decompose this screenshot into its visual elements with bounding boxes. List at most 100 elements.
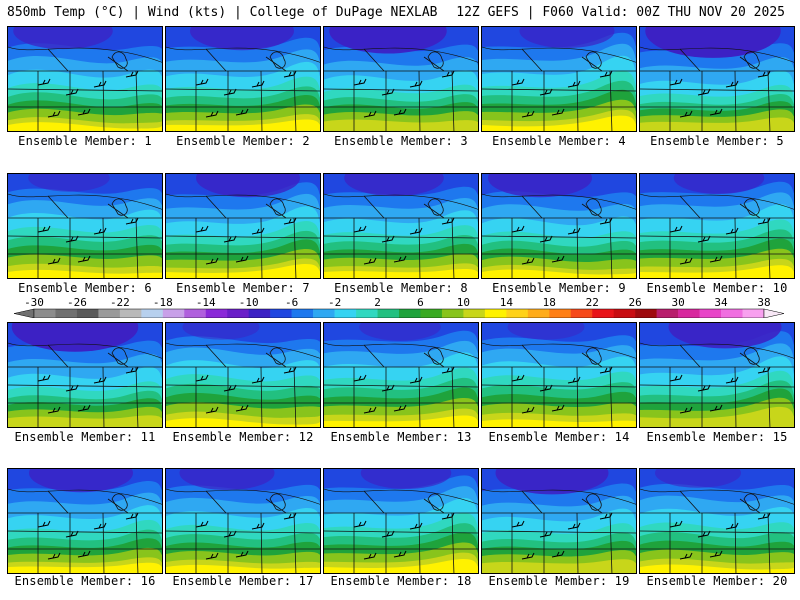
colorbar-swatch (270, 309, 292, 318)
colorbar-tick-label: -26 (67, 296, 87, 309)
product-title: 850mb Temp (°C) | Wind (kts) | College o… (7, 5, 438, 20)
temperature-colorbar: -30 -26 -22 -18 -14 -10 -6 -2 2 6 10 14 18 22 26 30 34 38… (13, 296, 785, 318)
colorbar-swatch (678, 309, 700, 318)
colorbar-swatch (227, 309, 250, 318)
valid-time-title: 12Z GEFS | F060 Valid: 00Z THU NOV 20 20… (456, 5, 785, 20)
ensemble-member-map (7, 322, 163, 428)
member-label: Ensemble Member: 5 (650, 134, 784, 148)
member-label: Ensemble Member: 16 (14, 574, 156, 588)
ensemble-member-map (165, 322, 321, 428)
colorbar-tick-label: 6 (417, 296, 424, 309)
colorbar-tick-label: 22 (586, 296, 599, 309)
temperature-field-map (482, 174, 636, 278)
member-label: Ensemble Member: 17 (172, 574, 314, 588)
temperature-field-map (640, 469, 794, 573)
ensemble-member-map (7, 26, 163, 132)
colorbar-tick-label: -2 (328, 296, 341, 309)
member-label: Ensemble Member: 10 (646, 281, 788, 295)
colorbar-swatch (162, 309, 185, 318)
colorbar-min-arrow (13, 308, 35, 318)
temperature-field-map (166, 323, 320, 427)
colorbar-tick-label: 38 (757, 296, 770, 309)
temperature-field-map (324, 174, 478, 278)
ensemble-member-map (7, 173, 163, 279)
colorbar-swatch (356, 309, 378, 318)
temperature-field-map (482, 323, 636, 427)
colorbar-max-arrow (763, 308, 785, 318)
colorbar-swatch (399, 309, 421, 318)
temperature-field-map (482, 27, 636, 131)
colorbar-swatch (549, 309, 572, 318)
colorbar-swatch (699, 309, 722, 318)
member-label: Ensemble Member: 14 (488, 430, 630, 444)
ensemble-member-map (323, 26, 479, 132)
colorbar-swatch (463, 309, 486, 318)
temperature-field-map (640, 27, 794, 131)
colorbar-swatch (484, 309, 507, 318)
temperature-field-map (324, 27, 478, 131)
member-label: Ensemble Member: 8 (334, 281, 468, 295)
colorbar-swatch (635, 309, 657, 318)
member-label: Ensemble Member: 13 (330, 430, 472, 444)
colorbar-tick-label: 26 (629, 296, 642, 309)
ensemble-member-map (481, 468, 637, 574)
ensemble-member-map (639, 322, 795, 428)
colorbar-swatch (248, 309, 271, 318)
colorbar-tick-label: 34 (714, 296, 728, 309)
colorbar-swatch (613, 309, 636, 318)
colorbar-swatch (98, 309, 121, 318)
colorbar-swatch (420, 309, 443, 318)
ensemble-member-map (481, 322, 637, 428)
colorbar-swatch (119, 309, 142, 318)
member-label: Ensemble Member: 2 (176, 134, 310, 148)
colorbar-tick-label: -10 (239, 296, 259, 309)
colorbar-swatch (291, 309, 314, 318)
ensemble-member-map (165, 26, 321, 132)
colorbar-tick-label: -22 (110, 296, 130, 309)
colorbar-swatch (313, 309, 335, 318)
colorbar-tick-label: -14 (196, 296, 216, 309)
temperature-field-map (166, 174, 320, 278)
ensemble-member-map (481, 173, 637, 279)
member-label: Ensemble Member: 18 (330, 574, 472, 588)
member-label: Ensemble Member: 15 (646, 430, 788, 444)
colorbar-swatch (334, 309, 357, 318)
colorbar-swatch (570, 309, 593, 318)
member-label: Ensemble Member: 12 (172, 430, 314, 444)
member-label: Ensemble Member: 7 (176, 281, 310, 295)
temperature-field-map (8, 469, 162, 573)
colorbar-tick-label: 30 (671, 296, 684, 309)
temperature-field-map (8, 174, 162, 278)
ensemble-member-map (639, 468, 795, 574)
colorbar-swatch (656, 309, 679, 318)
colorbar-swatch (721, 309, 743, 318)
colorbar-tick-label: -18 (153, 296, 173, 309)
ensemble-member-map (481, 26, 637, 132)
ensemble-member-map (323, 173, 479, 279)
colorbar-swatch (527, 309, 550, 318)
ensemble-member-map (323, 468, 479, 574)
colorbar-swatch (377, 309, 400, 318)
colorbar-tick-label: -6 (285, 296, 298, 309)
member-label: Ensemble Member: 6 (18, 281, 152, 295)
temperature-field-map (166, 469, 320, 573)
member-label: Ensemble Member: 3 (334, 134, 468, 148)
temperature-field-map (640, 323, 794, 427)
ensemble-member-map (7, 468, 163, 574)
colorbar-swatch (141, 309, 164, 318)
ensemble-member-map (165, 468, 321, 574)
member-label: Ensemble Member: 4 (492, 134, 626, 148)
temperature-field-map (640, 174, 794, 278)
colorbar-tick-label: 10 (457, 296, 470, 309)
temperature-field-map (324, 323, 478, 427)
ensemble-member-map (639, 26, 795, 132)
colorbar-swatch (34, 309, 56, 318)
ensemble-member-map (639, 173, 795, 279)
temperature-field-map (324, 469, 478, 573)
colorbar-swatch (592, 309, 615, 318)
colorbar-swatch (184, 309, 207, 318)
member-label: Ensemble Member: 9 (492, 281, 626, 295)
temperature-field-map (166, 27, 320, 131)
colorbar-swatch (205, 309, 228, 318)
colorbar-swatch (55, 309, 78, 318)
